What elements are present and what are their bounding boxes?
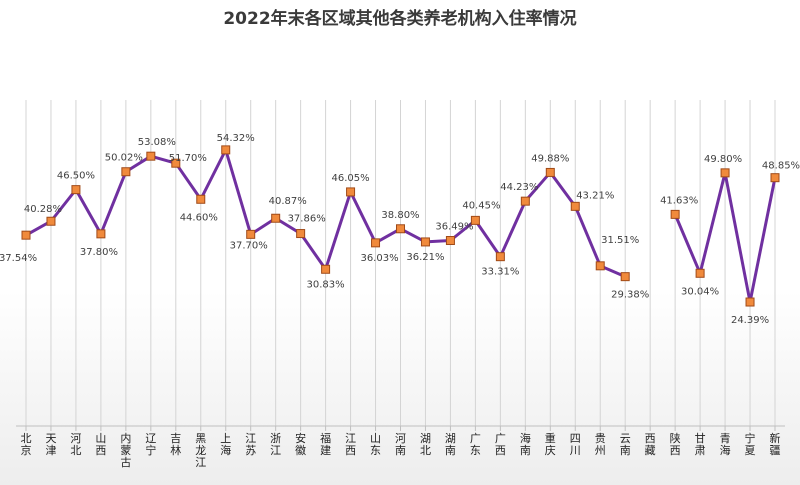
data-label: 33.31% <box>481 267 519 278</box>
category-label: 湖南 <box>445 432 456 457</box>
data-point <box>745 297 755 307</box>
category-label: 福建 <box>320 431 331 457</box>
data-label: 31.51% <box>601 235 639 246</box>
data-label: 49.80% <box>704 154 742 165</box>
category-label: 天津 <box>45 432 56 457</box>
data-label: 44.60% <box>180 212 218 223</box>
series-markers <box>21 145 780 307</box>
category-label: 宁夏 <box>745 431 756 457</box>
data-label: 30.83% <box>307 279 345 290</box>
data-label: 48.85% <box>762 161 800 172</box>
data-label: 40.28% <box>24 204 62 215</box>
category-label: 河南 <box>395 432 406 457</box>
data-label: 46.05% <box>331 173 369 184</box>
data-point <box>171 158 181 168</box>
data-label: 37.70% <box>230 240 268 251</box>
data-label: 36.49% <box>435 222 473 233</box>
data-label: 37.54% <box>0 253 37 264</box>
data-point <box>620 272 630 282</box>
category-label: 湖北 <box>420 432 431 457</box>
data-point <box>396 224 405 234</box>
data-label: 46.50% <box>57 171 95 182</box>
data-label: 37.80% <box>80 247 118 258</box>
category-label: 甘肃 <box>695 432 706 457</box>
data-point <box>445 236 455 246</box>
data-label: 40.45% <box>462 200 500 211</box>
data-point <box>470 215 480 225</box>
data-label: 36.03% <box>360 253 398 264</box>
data-label: 41.63% <box>660 195 698 206</box>
category-label: 重庆 <box>545 431 556 457</box>
data-point <box>21 230 31 240</box>
data-point <box>321 264 331 274</box>
data-point <box>271 213 281 223</box>
category-label: 海南 <box>520 431 531 457</box>
data-label: 53.08% <box>138 137 176 148</box>
data-point <box>495 252 505 262</box>
data-point <box>196 194 206 204</box>
data-label: 49.88% <box>531 153 569 164</box>
category-label: 山西 <box>95 432 106 457</box>
data-point <box>96 229 106 239</box>
data-point <box>570 201 580 211</box>
data-label: 29.38% <box>611 290 649 301</box>
category-label: 浙江 <box>270 432 281 457</box>
data-point <box>520 196 530 206</box>
data-point <box>121 167 131 177</box>
category-label: 广东 <box>470 432 481 457</box>
data-label: 24.39% <box>731 315 769 326</box>
data-point <box>695 268 705 278</box>
data-point <box>770 173 780 183</box>
category-label: 河北 <box>70 432 81 457</box>
category-label: 辽宁 <box>145 432 156 457</box>
data-label: 30.04% <box>681 286 719 297</box>
category-label: 北京 <box>21 432 32 457</box>
category-label: 四川 <box>570 432 581 457</box>
category-label: 吉林 <box>170 432 181 457</box>
data-label: 43.21% <box>576 190 614 201</box>
gridlines <box>25 100 776 426</box>
x-axis-ticks <box>25 426 776 431</box>
data-point <box>346 187 356 197</box>
data-point <box>545 167 555 177</box>
category-label: 内蒙古 <box>120 431 131 469</box>
data-point <box>670 209 680 219</box>
category-label: 江苏 <box>245 432 256 457</box>
category-label: 新疆 <box>770 431 781 457</box>
data-point <box>296 229 306 239</box>
data-point <box>371 238 381 248</box>
category-label: 上海 <box>220 432 231 457</box>
data-label: 44.23% <box>500 182 538 193</box>
category-label: 安徽 <box>295 431 306 457</box>
category-label: 山东 <box>370 432 381 457</box>
data-label: 51.70% <box>169 153 207 164</box>
data-point <box>720 168 730 178</box>
data-label: 50.02% <box>105 153 143 164</box>
category-label: 广西 <box>495 432 506 457</box>
category-label: 黑龙江 <box>195 432 206 469</box>
data-point <box>246 229 256 239</box>
data-point <box>46 216 56 226</box>
data-label: 37.86% <box>288 214 326 225</box>
category-label: 云南 <box>620 432 631 457</box>
data-point <box>221 145 231 155</box>
category-label: 西藏 <box>645 432 656 457</box>
data-point <box>595 261 605 271</box>
category-label: 江西 <box>345 432 356 457</box>
data-label: 36.21% <box>406 252 444 263</box>
data-point <box>420 237 430 247</box>
chart-title: 2022年末各区域其他各类养老机构入住率情况 <box>223 8 576 29</box>
category-label: 贵州 <box>595 432 606 457</box>
data-label: 38.80% <box>381 210 419 221</box>
data-label: 40.87% <box>269 196 307 207</box>
data-label: 54.32% <box>217 133 255 144</box>
data-labels: 37.54% 40.28% 46.50% 37.80% 50.02% 53.08% 51.7… <box>0 133 800 326</box>
data-point <box>71 185 81 195</box>
data-point <box>146 151 156 161</box>
category-label: 陕西 <box>670 431 681 457</box>
category-label: 青海 <box>720 432 731 457</box>
